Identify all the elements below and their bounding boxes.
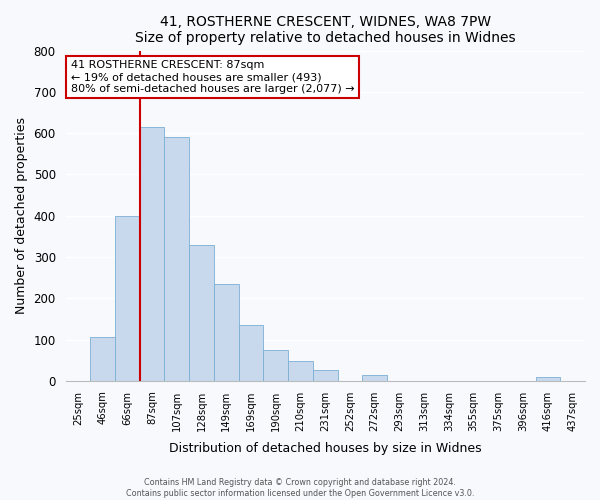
Bar: [189, 244, 214, 381]
Bar: [90, 338, 115, 381]
Text: 41 ROSTHERNE CRESCENT: 87sqm
← 19% of detached houses are smaller (493)
80% of s: 41 ROSTHERNE CRESCENT: 87sqm ← 19% of de…: [71, 60, 355, 94]
Text: Contains HM Land Registry data © Crown copyright and database right 2024.
Contai: Contains HM Land Registry data © Crown c…: [126, 478, 474, 498]
Bar: [263, 350, 288, 381]
Bar: [362, 374, 387, 381]
Bar: [288, 361, 313, 381]
Title: 41, ROSTHERNE CRESCENT, WIDNES, WA8 7PW
Size of property relative to detached ho: 41, ROSTHERNE CRESCENT, WIDNES, WA8 7PW …: [135, 15, 515, 45]
Bar: [140, 127, 164, 381]
Bar: [313, 370, 338, 381]
Bar: [239, 325, 263, 381]
Bar: [214, 284, 239, 381]
Bar: [115, 216, 140, 381]
Bar: [164, 137, 189, 381]
X-axis label: Distribution of detached houses by size in Widnes: Distribution of detached houses by size …: [169, 442, 482, 455]
Bar: [536, 378, 560, 381]
Y-axis label: Number of detached properties: Number of detached properties: [15, 117, 28, 314]
